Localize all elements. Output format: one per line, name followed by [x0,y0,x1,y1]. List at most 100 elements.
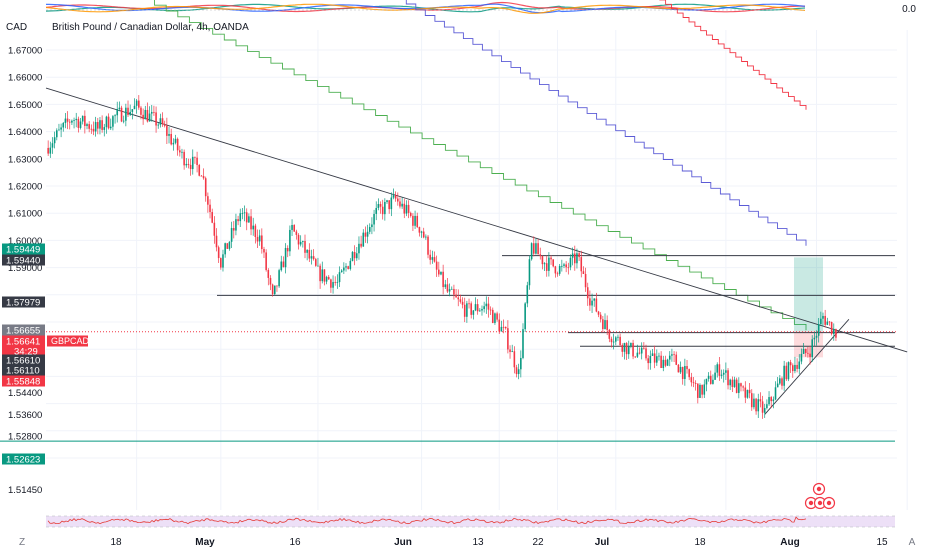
candle-body [565,264,567,268]
candle-body [662,359,665,369]
symbol-badge[interactable] [47,335,88,347]
candle-body [515,367,518,375]
candle-body [589,298,591,306]
x-tick-label: 18 [110,537,122,548]
candle-body [651,353,654,356]
candle-body [47,147,49,154]
candle-body [166,125,168,136]
candle-body [498,319,501,332]
candle-body [513,351,516,368]
candle-body [338,272,341,283]
candle-body [94,122,97,132]
trendline[interactable] [764,318,850,415]
candle-body [250,216,252,230]
candle-body [673,354,675,356]
candle-body [828,321,831,323]
candle-body [327,276,330,280]
price-tag[interactable] [2,243,45,255]
candle-body [304,241,306,253]
candle-body [453,288,455,295]
candle-body [135,100,138,106]
candle-body [239,213,242,222]
candle-body [718,364,721,376]
candle-body [230,228,233,242]
x-tick-label: Jul [595,537,610,548]
price-tag[interactable] [2,254,45,266]
candle-body [817,324,820,336]
candle-body [379,204,382,207]
candle-body [371,224,373,228]
trendline[interactable] [45,87,908,353]
candle-body [766,404,768,409]
candle-body [664,359,667,366]
candle-body [763,408,766,413]
candle-body [580,257,583,272]
price-tag[interactable] [2,354,45,366]
candle-body [608,329,611,339]
candle-body [226,243,229,249]
candle-body [722,372,725,375]
y-tick-label: 1.67000 [8,46,42,57]
price-tag[interactable] [2,324,45,336]
price-tag[interactable] [2,345,45,357]
price-tag[interactable] [2,364,45,376]
candle-body [131,109,134,112]
candle-body [714,372,716,380]
candle-body [612,341,615,343]
candle-body [809,353,811,358]
candle-body [358,243,360,254]
candle-body [489,309,492,311]
candle-body [716,364,719,373]
candle-body [703,384,706,395]
candle-body [558,265,561,274]
candle-body [699,384,701,398]
candle-body [88,124,90,129]
candle-body [621,345,624,352]
axis-mode-left-button[interactable]: Z [19,537,25,548]
candle-body [442,271,444,288]
candle-body [183,151,185,166]
candle-body [826,321,829,325]
candle-body [127,107,129,116]
candle-body [690,377,693,383]
candle-body [213,222,216,236]
candle-body [397,198,399,202]
axis-mode-right-button[interactable]: A [909,537,916,548]
price-tag[interactable] [2,335,45,347]
candle-body [366,231,369,237]
candle-body [405,204,408,214]
candle-body [457,297,460,300]
candle-body [625,343,628,355]
price-tag[interactable] [2,375,45,387]
candle-body [779,378,781,384]
candle-body [448,289,451,292]
y-tick-label: 1.65000 [8,100,42,111]
candle-body [487,303,490,310]
candle-body [312,256,315,260]
y-tick-label: 1.66000 [8,73,42,84]
candle-body [537,243,539,255]
candle-body [51,143,54,148]
candle-body [429,254,431,260]
price-tag[interactable] [2,296,45,308]
symbol-title[interactable]: British Pound / Canadian Dollar, 4h, OAN… [52,22,249,33]
candle-body [349,260,352,269]
candle-body [381,206,384,215]
candle-body [168,133,170,136]
candle-body [582,271,585,274]
candle-body [707,375,710,379]
candle-body [172,142,175,145]
candle-body [615,337,617,342]
candle-body [412,215,414,226]
candle-body [114,115,116,117]
candle-body [811,339,814,358]
price-tag[interactable] [2,453,45,465]
candle-body [573,253,576,264]
candle-body [420,231,423,233]
candle-body [125,107,127,121]
candle-body [438,269,440,275]
x-tick-label: Jun [394,537,412,548]
candle-body [53,137,56,144]
candle-body [528,259,531,286]
